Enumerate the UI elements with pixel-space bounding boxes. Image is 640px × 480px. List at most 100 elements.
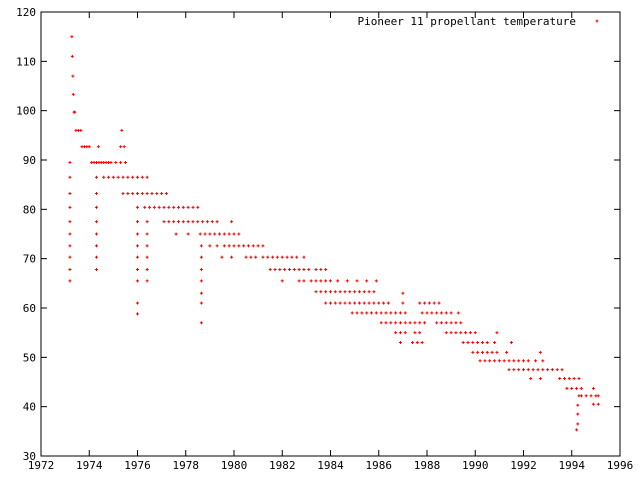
data-point	[576, 422, 580, 426]
data-point	[160, 192, 164, 196]
data-point	[398, 311, 402, 315]
x-tick-label: 1980	[221, 459, 248, 472]
data-point	[145, 268, 149, 272]
data-point	[435, 311, 439, 315]
data-point	[522, 359, 525, 363]
data-point	[454, 331, 458, 335]
data-point	[199, 291, 203, 295]
data-point	[324, 279, 328, 283]
data-point	[205, 220, 209, 224]
data-point	[201, 220, 205, 224]
data-point	[389, 321, 393, 325]
data-point	[68, 279, 72, 283]
data-point	[196, 205, 200, 209]
data-point	[509, 341, 513, 345]
data-point	[287, 268, 291, 272]
data-point	[71, 74, 75, 78]
data-point	[121, 175, 125, 179]
data-point	[350, 311, 354, 315]
data-point	[591, 402, 595, 406]
data-point	[505, 350, 509, 354]
x-tick-label: 1976	[124, 459, 151, 472]
data-point	[275, 255, 279, 259]
data-point	[584, 394, 588, 398]
data-point	[302, 268, 306, 272]
data-point	[199, 279, 203, 283]
data-point	[367, 301, 371, 305]
data-point	[70, 35, 74, 39]
data-point	[480, 350, 484, 354]
data-point	[560, 368, 564, 372]
data-point	[355, 279, 359, 283]
data-point	[522, 368, 525, 372]
data-point	[68, 232, 72, 236]
data-point	[408, 321, 412, 325]
data-point	[379, 311, 383, 315]
data-point	[143, 205, 147, 209]
data-point	[68, 175, 72, 179]
data-point	[377, 301, 381, 305]
data-point	[372, 290, 376, 294]
data-point	[384, 311, 388, 315]
data-point	[370, 311, 374, 315]
data-point	[478, 359, 482, 363]
data-point	[493, 359, 497, 363]
data-point	[449, 311, 453, 315]
data-point	[512, 368, 516, 372]
x-tick-label: 1982	[269, 459, 296, 472]
data-point	[529, 377, 533, 381]
data-point	[283, 268, 287, 272]
data-point	[162, 205, 166, 209]
data-point	[177, 205, 181, 209]
data-point	[333, 301, 337, 305]
data-point	[365, 311, 369, 315]
data-point	[425, 311, 429, 315]
data-point	[145, 244, 149, 248]
data-point	[456, 311, 460, 315]
data-point	[246, 244, 250, 248]
data-point	[242, 244, 246, 248]
data-point	[329, 279, 332, 283]
data-point	[87, 145, 91, 149]
y-tick-label: 120	[16, 6, 36, 19]
data-point	[357, 301, 361, 305]
data-point	[536, 368, 540, 372]
data-point	[199, 321, 203, 325]
data-point	[111, 175, 115, 179]
data-point	[131, 192, 135, 196]
data-point	[119, 145, 123, 149]
data-point	[254, 255, 258, 259]
data-point	[531, 368, 535, 372]
data-point	[232, 232, 236, 236]
data-point	[517, 368, 521, 372]
data-point	[495, 350, 499, 354]
data-point	[140, 192, 144, 196]
data-point	[401, 291, 405, 295]
data-point	[210, 220, 214, 224]
data-point	[136, 268, 139, 272]
data-point	[466, 341, 470, 345]
data-point	[203, 232, 207, 236]
data-point	[122, 145, 126, 149]
data-point	[114, 160, 118, 164]
data-point	[148, 205, 152, 209]
data-point	[570, 386, 574, 390]
data-point	[471, 350, 475, 354]
data-point	[70, 54, 74, 58]
data-point	[420, 311, 424, 315]
plot-frame	[40, 11, 621, 457]
data-point	[237, 244, 241, 248]
data-point	[227, 244, 231, 248]
data-point	[68, 192, 72, 196]
data-point	[164, 192, 168, 196]
data-point	[266, 255, 270, 259]
data-point	[386, 301, 390, 305]
data-point	[389, 311, 393, 315]
x-tick-label: 1992	[510, 459, 537, 472]
data-point	[68, 268, 72, 272]
data-point	[123, 160, 127, 164]
data-point	[495, 331, 499, 335]
data-point	[468, 331, 472, 335]
data-points	[68, 35, 600, 432]
data-point	[374, 311, 378, 315]
